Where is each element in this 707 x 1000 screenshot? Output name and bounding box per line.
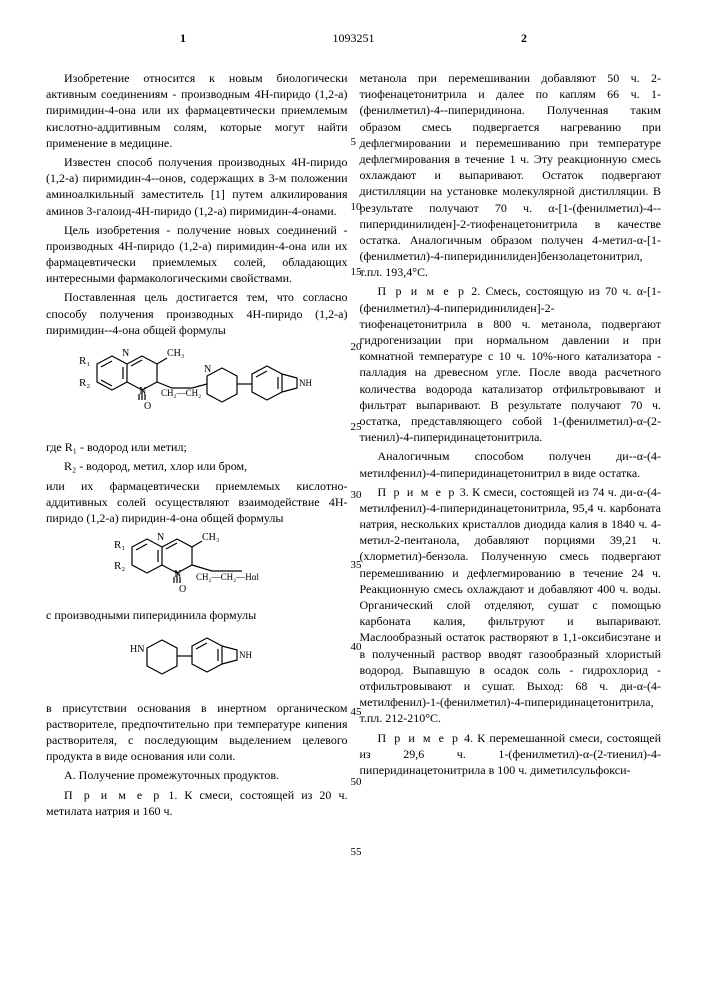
left-column: Изобретение относится к новым биологичес… [40,70,354,822]
svg-text:N: N [122,348,129,359]
example-text: 2. Смесь, состоящую из 70 ч. α-[1-(фенил… [360,284,662,444]
svg-text:CH₃: CH₃ [202,532,219,543]
paragraph: или их фармацевтически приемлемых кислот… [46,478,348,527]
r1-definition: где R₁ - водород или метил; [46,439,348,455]
line-marker: 20 [351,340,362,355]
example-label: П р и м е р [64,788,161,802]
svg-text:CH₂—CH₂: CH₂—CH₂ [161,388,201,398]
line-marker: 45 [351,705,362,720]
example-1: П р и м е р 1. К смеси, состоящей из 20 … [46,787,348,819]
page-header: 1 1093251 2 [40,30,667,60]
svg-text:N: N [204,364,211,375]
paragraph: Известен способ получения производных 4Н… [46,154,348,219]
patent-number: 1093251 [333,30,375,46]
example-text: 3. К смеси, состоящей из 74 ч. ди-α-(4-м… [360,485,662,726]
line-marker: 25 [351,420,362,435]
svg-text:R₁: R₁ [114,539,125,551]
example-2: П р и м е р 2. Смесь, состоящую из 70 ч.… [360,283,662,445]
svg-text:N: N [174,569,181,580]
paragraph: метанола при перемешивании добавляют 50 … [360,70,662,280]
svg-text:R₂: R₂ [114,560,125,572]
right-column: 5 10 15 20 25 30 35 40 45 50 55 метанола… [354,70,668,822]
svg-text:NH: NH [299,378,312,388]
content-columns: Изобретение относится к новым биологичес… [40,70,667,822]
line-marker: 35 [351,558,362,573]
svg-text:HN: HN [130,644,144,655]
line-marker: 15 [351,265,362,280]
line-marker: 50 [351,775,362,790]
example-3: П р и м е р 3. К смеси, состоящей из 74 … [360,484,662,727]
svg-text:CH₃: CH₃ [167,348,184,359]
example-label: П р и м е р [378,731,461,745]
example-4: П р и м е р 4. К перемешанной смеси, сос… [360,730,662,779]
paragraph: Изобретение относится к новым биологичес… [46,70,348,151]
line-marker: 40 [351,640,362,655]
svg-text:N: N [157,532,164,543]
example-label: П р и м е р [378,485,457,499]
paragraph: Цель изобретения - получение новых соеди… [46,222,348,287]
svg-text:R₁: R₁ [79,355,90,367]
example-label: П р и м е р [378,284,466,298]
svg-text:O: O [144,401,151,412]
svg-text:N: N [139,386,146,397]
paragraph: в присутствии основания в инертном орган… [46,700,348,765]
line-marker: 10 [351,200,362,215]
page-num-left: 1 [180,30,186,46]
paragraph: с производными пиперидинила формулы [46,607,348,623]
svg-text:O: O [179,584,186,595]
line-marker: 5 [351,135,357,150]
chemical-formula-2: R₁ R₂ N N O CH₃ CH₂—CH₂—Hαl [46,532,348,601]
line-marker: 55 [351,845,362,860]
section-heading: А. Получение промежуточных продуктов. [46,767,348,783]
chemical-formula-3: HN NH [46,630,348,694]
svg-text:NH: NH [239,650,252,660]
paragraph: Аналогичным способом получен ди--α-(4-ме… [360,448,662,480]
svg-text:CH₂—CH₂—Hαl: CH₂—CH₂—Hαl [196,572,259,582]
page-num-right: 2 [521,30,527,46]
r2-definition: R₂ - водород, метил, хлор или бром, [46,458,348,474]
chemical-formula-1: R₁ R₂ N N O CH₃ CH₂—CH₂ N NH [46,344,348,433]
paragraph: Поставленная цель достигается тем, что с… [46,289,348,338]
line-marker: 30 [351,488,362,503]
svg-text:R₂: R₂ [79,377,90,389]
